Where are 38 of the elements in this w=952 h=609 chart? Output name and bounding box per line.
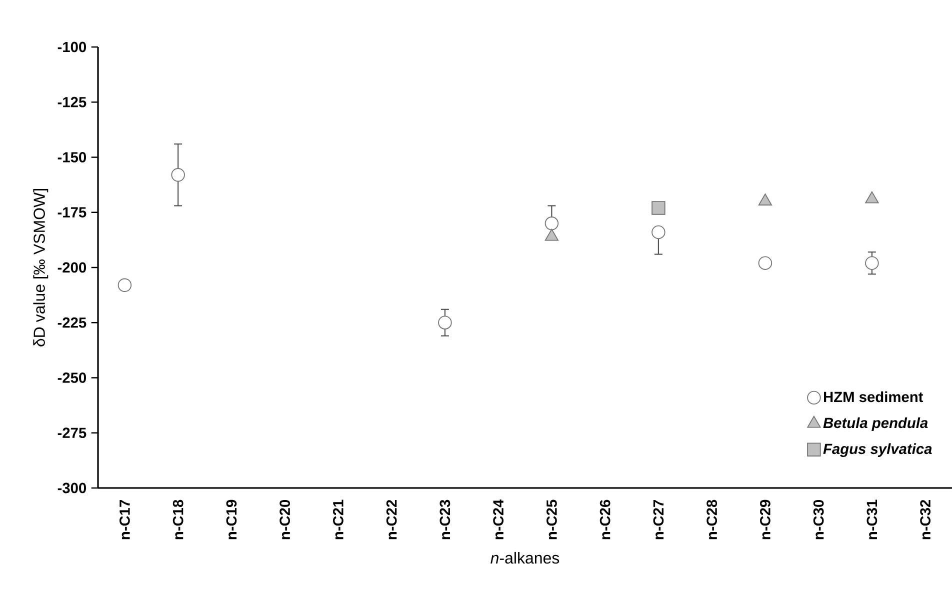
point: [544, 216, 559, 230]
x-tick-label: n-C24: [493, 499, 504, 540]
legend-label: Betula pendula: [823, 417, 928, 431]
point: [652, 201, 666, 215]
x-tick-label: n-C28: [706, 500, 718, 540]
y-tick-label: -275: [58, 428, 86, 438]
x-tick-label: n-C25: [546, 500, 557, 540]
x-tick-label: n-C21: [333, 500, 344, 540]
legend-label: HZM sediment: [824, 391, 924, 402]
point: [438, 316, 452, 330]
y-tick-label: -125: [58, 96, 86, 108]
y-tick-label: -225: [58, 317, 86, 328]
y-tick-label: -100: [58, 42, 86, 52]
point: [652, 225, 666, 240]
x-tick-label: n-C18: [172, 500, 184, 540]
x-tick-label: n-C20: [280, 500, 290, 540]
x-tick-label: n-C17: [120, 500, 130, 540]
y-tick-label: -300: [58, 482, 86, 494]
point: [118, 278, 132, 292]
x-tick-label: n-C23: [440, 500, 450, 540]
point: [171, 168, 185, 182]
x-tick-label: n-C29: [760, 500, 770, 540]
legend-label: Fagus sylvatica: [823, 443, 932, 457]
x-tick-label: n-C26: [600, 500, 610, 540]
y-tick-label: -150: [58, 152, 86, 162]
x-tick-label: n-C30: [813, 500, 824, 540]
x-tick-label: n-C19: [226, 500, 237, 540]
y-axis-title: δD value [‰ VSMOW]: [33, 189, 48, 346]
y-tick-label: -250: [58, 372, 86, 383]
y-tick-label: -200: [58, 262, 86, 273]
point: [865, 256, 879, 270]
x-tick-label: n-C22: [386, 500, 397, 540]
x-axis-title: n-alkanes: [490, 552, 560, 564]
x-tick-label: n-C27: [653, 500, 664, 540]
x-tick-label: n-C32: [920, 500, 931, 540]
x-tick-label: n-C31: [866, 500, 878, 540]
point: [758, 256, 772, 270]
y-tick-label: -175: [58, 207, 86, 218]
